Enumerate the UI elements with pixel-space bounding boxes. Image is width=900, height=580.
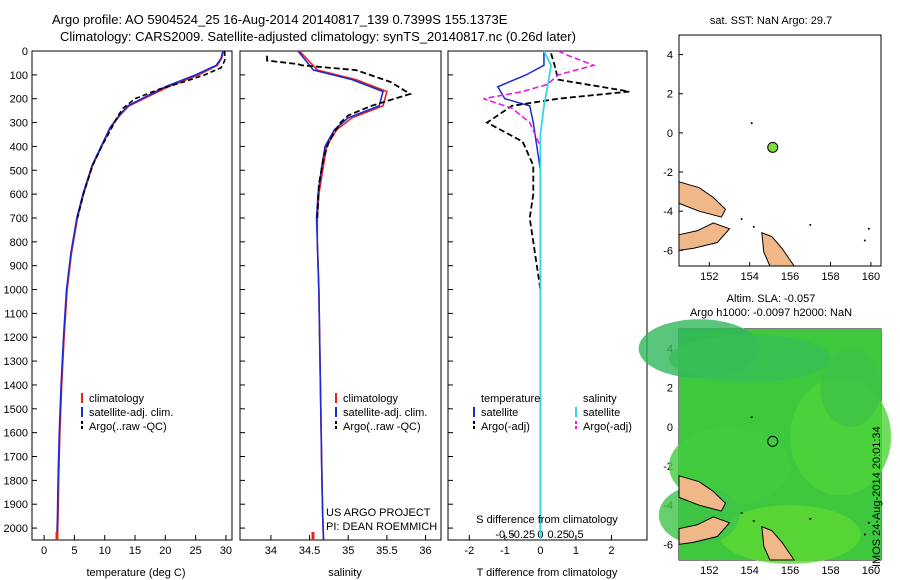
axes-frame [31, 50, 233, 541]
y-tick-label: 0 [22, 46, 28, 58]
temperature-legend: climatology satellite-adj. clim. Argo(..… [89, 393, 173, 433]
temperature-lines [55, 50, 226, 541]
x-tick-label: 25 [190, 545, 202, 557]
legend-satellite-adj: satellite-adj. clim. [89, 407, 173, 419]
y-tick-label: 1900 [4, 499, 28, 511]
y-tick-label: 800 [10, 237, 28, 249]
x-tick-label: 10 [99, 545, 111, 557]
series-line-1 [56, 50, 224, 541]
y-tick-label: 2000 [4, 523, 28, 535]
x-tick-label: 30 [220, 545, 232, 557]
y-tick-label: 200 [10, 94, 28, 106]
y-tick-label: 1500 [4, 404, 28, 416]
x-tick-label: 15 [129, 545, 141, 557]
temperature-axes: 0 5 10 15 20 25 300100200300400500600700800900… [4, 46, 233, 557]
y-tick-label: 500 [10, 165, 28, 177]
y-tick-label: 600 [10, 189, 28, 201]
y-tick-label: 1200 [4, 332, 28, 344]
profile-title: Argo profile: AO 5904524_25 16-Aug-2014 … [52, 12, 508, 27]
series-line-2 [76, 51, 226, 219]
y-tick-label: 1300 [4, 356, 28, 368]
y-tick-label: 1700 [4, 452, 28, 464]
imos-timestamp: IMOS 24-Aug-2014 20:01:34 [871, 426, 883, 567]
y-tick-label: 400 [10, 141, 28, 153]
y-tick-label: 1000 [4, 285, 28, 297]
y-tick-label: 900 [10, 261, 28, 273]
y-tick-label: 1600 [4, 428, 28, 440]
y-tick-label: 1100 [4, 308, 28, 320]
y-tick-label: 1800 [4, 475, 28, 487]
x-tick-label: 0 [41, 545, 47, 557]
y-tick-label: 300 [10, 118, 28, 130]
y-tick-label: 100 [10, 70, 28, 82]
series-line-0 [56, 50, 225, 541]
climatology-subtitle: Climatology: CARS2009. Satellite-adjuste… [60, 29, 576, 44]
legend-argo: Argo(..raw -QC) [89, 421, 167, 433]
temperature-xlabel: temperature (deg C) [86, 567, 185, 579]
legend-climatology: climatology [89, 393, 145, 405]
y-tick-label: 1400 [4, 380, 28, 392]
x-tick-label: 20 [159, 545, 171, 557]
y-tick-label: 700 [10, 213, 28, 225]
x-tick-label: 5 [71, 545, 77, 557]
